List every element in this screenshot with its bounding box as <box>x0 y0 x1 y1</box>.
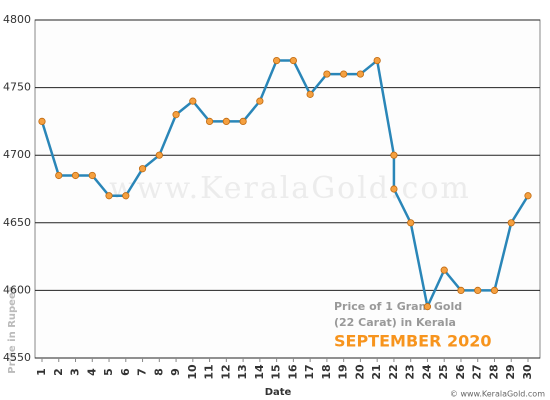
marker <box>474 286 482 294</box>
x-tick-label: 3 <box>69 368 82 376</box>
x-tick-label: 27 <box>471 364 484 379</box>
marker <box>273 56 281 65</box>
x-tick-label: 23 <box>404 364 417 379</box>
marker <box>356 70 365 78</box>
footer: © www.KeralaGold.com <box>450 390 545 399</box>
marker <box>256 97 264 105</box>
marker <box>457 286 465 294</box>
x-tick-label: 5 <box>102 368 115 376</box>
x-tick-label: 22 <box>387 364 400 379</box>
x-tick-label: 7 <box>136 368 149 376</box>
marker <box>323 70 331 78</box>
marker <box>172 111 180 119</box>
marker <box>289 56 297 65</box>
plot-area <box>34 19 541 359</box>
x-tick-label: 9 <box>169 368 182 376</box>
x-tick-label: 26 <box>454 364 467 380</box>
x-tick-label: 29 <box>504 364 517 379</box>
annotation: Price of 1 Gram Gold <box>334 300 462 313</box>
marker <box>524 192 532 200</box>
x-tick-label: 30 <box>521 364 534 380</box>
marker <box>490 286 499 294</box>
marker <box>440 266 448 274</box>
marker <box>105 192 113 200</box>
x-tick-label: 28 <box>487 364 500 379</box>
x-tick-label: 25 <box>437 364 450 379</box>
x-tick-label: 24 <box>420 364 433 380</box>
marker <box>507 219 515 227</box>
x-tick-label: 13 <box>236 364 249 379</box>
marker <box>71 171 80 180</box>
x-tick-label: 8 <box>152 368 165 376</box>
x-tick-label: 19 <box>337 364 350 379</box>
marker <box>390 185 398 193</box>
x-tick-label: 6 <box>119 368 132 376</box>
marker <box>239 117 247 126</box>
x-tick-label: 12 <box>219 364 232 379</box>
x-tick-label: 2 <box>52 368 65 376</box>
annotation: SEPTEMBER 2020 <box>334 332 492 351</box>
x-tick-label: 1 <box>35 368 48 376</box>
marker <box>189 97 197 105</box>
marker <box>138 165 147 173</box>
y-tick-label: 4700 <box>3 148 31 161</box>
y-tick-label: 4750 <box>3 81 31 94</box>
marker <box>423 303 432 311</box>
x-tick-label: 21 <box>370 364 383 379</box>
x-axis-label: Date <box>265 387 292 398</box>
marker <box>407 219 415 227</box>
x-tick-label: 10 <box>186 364 199 380</box>
y-tick-label: 4800 <box>3 13 31 26</box>
marker <box>88 171 96 180</box>
marker <box>55 171 63 180</box>
marker <box>373 56 381 65</box>
marker <box>222 117 230 126</box>
watermark: www.KeralaGold.com <box>109 171 471 206</box>
y-tick-label: 4600 <box>3 283 31 296</box>
x-tick-label: 20 <box>353 364 366 380</box>
marker <box>390 151 398 159</box>
y-axis-label: Price in Rupees <box>7 286 18 373</box>
y-tick-label: 4550 <box>3 351 31 364</box>
x-tick-label: 4 <box>85 368 98 376</box>
x-tick-label: 18 <box>320 364 333 379</box>
marker <box>38 117 46 126</box>
marker <box>205 117 214 126</box>
x-tick-label: 11 <box>203 364 216 379</box>
marker <box>340 70 348 78</box>
x-tick-label: 15 <box>270 364 283 379</box>
y-tick-label: 4650 <box>3 216 31 229</box>
x-tick-label: 16 <box>286 364 299 380</box>
x-tick-label: 14 <box>253 364 266 380</box>
marker <box>306 90 314 98</box>
marker <box>122 192 130 200</box>
annotation: (22 Carat) in Kerala <box>334 316 456 329</box>
marker <box>155 151 163 159</box>
x-tick-label: 17 <box>303 364 316 379</box>
